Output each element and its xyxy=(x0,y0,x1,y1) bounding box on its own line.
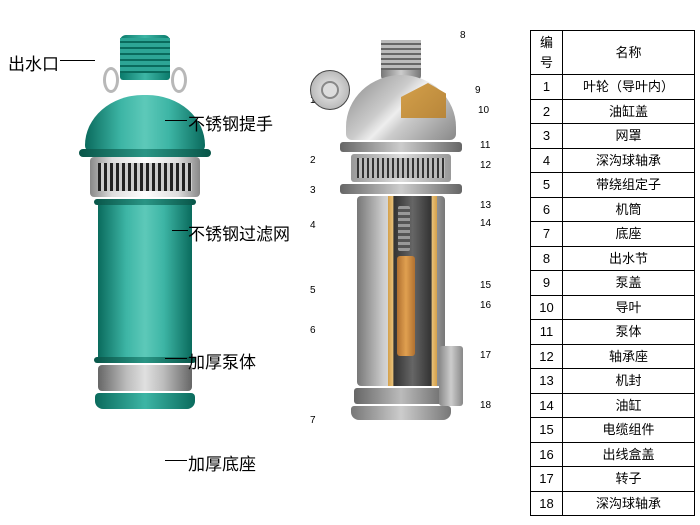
label-handle: 不锈钢提手 xyxy=(188,110,273,135)
callout-12: 12 xyxy=(480,160,491,171)
pump-cutaway xyxy=(340,40,462,422)
table-row: 1叶轮（导叶内） xyxy=(531,75,695,100)
callout-14: 14 xyxy=(480,218,491,229)
callout-3: 3 xyxy=(310,185,316,196)
th-name: 名称 xyxy=(563,31,695,75)
table-row: 3网罩 xyxy=(531,124,695,149)
callout-10: 10 xyxy=(478,105,489,116)
label-base: 加厚底座 xyxy=(188,450,256,475)
table-row: 16出线盒盖 xyxy=(531,442,695,467)
pump-filter xyxy=(90,157,200,197)
callout-4: 4 xyxy=(310,220,316,231)
callout-2: 2 xyxy=(310,155,316,166)
table-row: 6机筒 xyxy=(531,197,695,222)
table-row: 13机封 xyxy=(531,369,695,394)
label-body: 加厚泵体 xyxy=(188,348,256,373)
parts-table-area: 编号 名称 1叶轮（导叶内）2油缸盖3网罩4深沟球轴承5带绕组定子6机筒7底座8… xyxy=(530,0,700,525)
parts-table: 编号 名称 1叶轮（导叶内）2油缸盖3网罩4深沟球轴承5带绕组定子6机筒7底座8… xyxy=(530,30,695,516)
pump-outlet xyxy=(120,35,170,80)
callout-11: 11 xyxy=(480,140,490,151)
pump-base-band xyxy=(98,365,192,391)
table-row: 8出水节 xyxy=(531,246,695,271)
table-row: 17转子 xyxy=(531,467,695,492)
table-row: 4深沟球轴承 xyxy=(531,148,695,173)
callout-16: 16 xyxy=(480,300,491,311)
table-row: 5带绕组定子 xyxy=(531,173,695,198)
callout-15: 15 xyxy=(480,280,491,291)
label-filter: 不锈钢过滤网 xyxy=(188,220,290,245)
table-row: 18深沟球轴承 xyxy=(531,491,695,516)
callout-8: 8 xyxy=(460,30,466,41)
pump-exterior xyxy=(85,35,205,409)
label-outlet: 出水口 xyxy=(8,50,59,75)
table-row: 10导叶 xyxy=(531,295,695,320)
callout-6: 6 xyxy=(310,325,316,336)
callout-7: 7 xyxy=(310,415,316,426)
table-row: 11泵体 xyxy=(531,320,695,345)
pump-main-body xyxy=(98,201,192,361)
table-row: 15电缆组件 xyxy=(531,418,695,443)
table-row: 14油缸 xyxy=(531,393,695,418)
table-row: 9泵盖 xyxy=(531,271,695,296)
callout-9: 9 xyxy=(475,85,481,96)
callout-17: 17 xyxy=(480,350,491,361)
inset-detail-circle xyxy=(310,70,350,110)
pump-base-foot xyxy=(95,393,195,409)
exterior-pump-panel: 出水口 不锈钢提手 不锈钢过滤网 加厚泵体 加厚底座 xyxy=(0,0,280,525)
callout-5: 5 xyxy=(310,285,316,296)
table-row: 12轴承座 xyxy=(531,344,695,369)
table-row: 2油缸盖 xyxy=(531,99,695,124)
callout-13: 13 xyxy=(480,200,491,211)
callout-18: 18 xyxy=(480,400,491,411)
table-row: 7底座 xyxy=(531,222,695,247)
th-number: 编号 xyxy=(531,31,563,75)
